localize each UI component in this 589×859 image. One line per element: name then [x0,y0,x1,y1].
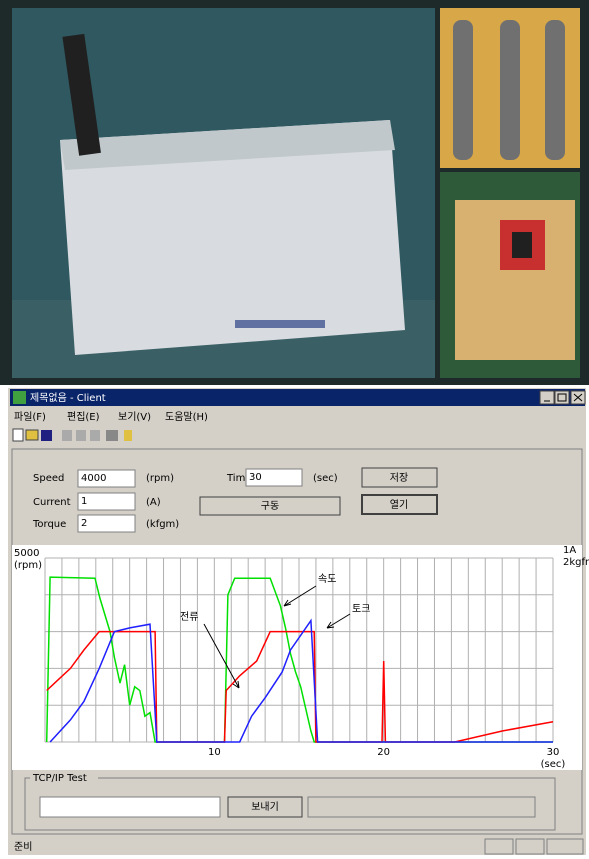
message-input[interactable] [40,797,220,817]
x-tick-label: 30 [547,747,560,758]
x-unit: (sec) [541,759,566,770]
y2-label: 2kgfm [563,557,589,568]
annotation: 토크 [352,604,370,615]
window-controls[interactable] [540,391,585,404]
input-value: 30 [249,472,262,483]
button-label: 구동 [261,500,279,512]
input-value: 4000 [81,473,106,484]
annotation: 전류 [180,611,198,623]
unit: (rpm) [146,473,174,484]
photo [0,0,589,385]
menu-item[interactable]: 편집(E) [67,411,100,423]
status-text: 준비 [14,841,32,853]
input-value: 2 [81,518,87,529]
response-field [308,797,535,817]
x-tick-label: 20 [377,747,390,758]
y-tick-label: 5000 [14,548,39,559]
unit: (sec) [313,473,338,484]
input-value: 1 [81,496,87,507]
unit: (kfgm) [146,519,179,530]
group-title: TCP/IP Test [32,773,87,784]
x-tick-label: 10 [208,747,221,758]
button-label: 열기 [390,499,408,511]
menu-item[interactable]: 파일(F) [14,411,46,423]
menu-item[interactable]: 보기(V) [118,411,151,423]
label: Torque [32,519,66,530]
window-title: 제목없음 - Client [30,391,106,404]
annotation: 속도 [318,573,336,585]
button-label: 저장 [390,472,408,484]
chart-background [12,545,582,770]
button-label: 보내기 [251,801,279,813]
unit: (A) [146,497,161,508]
y-unit: (rpm) [14,560,42,571]
y2-label: 1A [563,545,576,556]
page: 제목없음 - Client 파일(F) 편집(E) 보기(V) 도움말(H) S… [0,0,589,855]
menu-item[interactable]: 도움말(H) [165,411,208,423]
label: Current [33,497,71,508]
label: Speed [33,473,64,484]
